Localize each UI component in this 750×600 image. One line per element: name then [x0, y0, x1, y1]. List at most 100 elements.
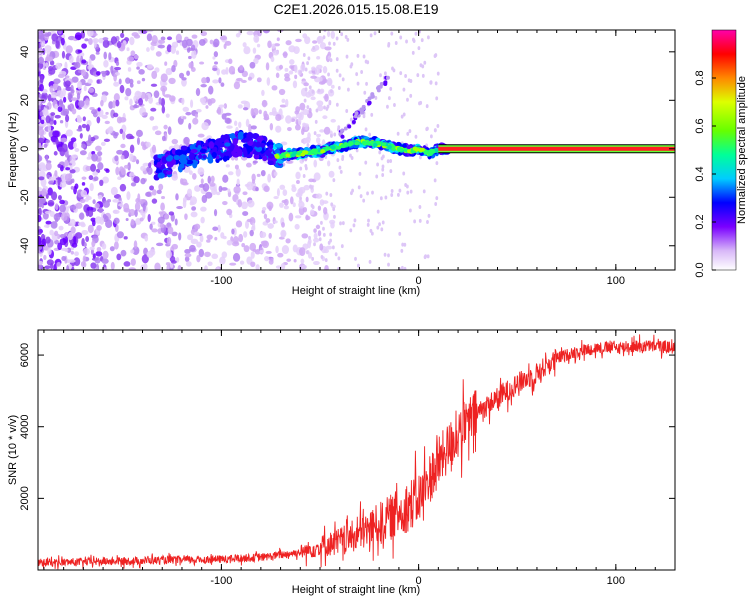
spectrogram-noise-dot [327, 79, 333, 86]
spectrogram-noise-dot [212, 67, 218, 71]
spectrogram-noise-dot [283, 198, 289, 206]
spectrogram-noise-dot [265, 62, 270, 71]
spectrogram-faint-dot [389, 158, 393, 163]
spectrogram-noise-dot [319, 243, 324, 251]
spectrogram-noise-dot [246, 218, 253, 223]
spectrogram-noise-dot [260, 240, 268, 245]
spectrogram-noise-dot [38, 235, 42, 245]
spectrogram-noise-dot [294, 124, 301, 131]
spectrogram-faint-dot [397, 192, 400, 197]
spectrogram-noise-dot [183, 136, 190, 145]
spectrogram-noise-dot [184, 248, 191, 254]
spectrogram-faint-dot [409, 79, 413, 84]
spectrogram-noise-dot [243, 245, 250, 253]
spectrogram-noise-dot [241, 201, 248, 210]
spectrogram-trace-dot [354, 141, 360, 146]
spectrogram-noise-dot [328, 170, 335, 178]
spectrogram-noise-dot [278, 64, 284, 70]
spectrogram-noise-dot [317, 205, 322, 211]
spectrogram-noise-dot [38, 123, 45, 127]
spectrogram-noise-dot [259, 249, 264, 254]
spectrogram-signal-dot [186, 159, 194, 165]
spectrogram-noise-dot [122, 131, 126, 140]
spectrogram-faint-dot [310, 203, 314, 208]
spectrogram-noise-dot [280, 263, 286, 270]
spectrogram-noise-dot [235, 168, 241, 177]
spectrogram-noise-dot [49, 211, 55, 217]
spectrogram-noise-dot [62, 87, 66, 97]
spectrogram-noise-dot [50, 191, 58, 201]
spectrogram-noise-dot [158, 183, 164, 191]
spectrogram-faint-dot [379, 73, 382, 78]
spectrogram-signal-dot [211, 151, 217, 159]
spectrogram-noise-dot [151, 70, 158, 80]
spectrogram-faint-dot [302, 53, 306, 58]
spectrogram-noise-dot [38, 30, 44, 40]
spectrogram-noise-dot [91, 153, 98, 162]
spectrogram-faint-dot [349, 64, 353, 69]
spectrogram-noise-dot [151, 221, 156, 225]
spectrogram-noise-dot [94, 202, 100, 209]
spectrogram-noise-dot [40, 119, 45, 125]
spectrogram-noise-dot [195, 108, 202, 113]
spectrogram-noise-dot [323, 126, 331, 135]
spectrogram-faint-dot [418, 218, 422, 223]
colorbar-axes: 0.0 0.2 0.4 0.6 0.8 [694, 70, 716, 278]
spectrogram-noise-dot [60, 110, 68, 116]
spectrogram-signal-dot [156, 161, 162, 168]
spectrogram-noise-dot [38, 162, 46, 171]
spectrogram-noise-dot [47, 125, 52, 133]
spectrogram-faint-dot [381, 167, 385, 172]
spectrogram-noise-dot [219, 256, 226, 265]
snr-marks [38, 334, 675, 570]
spectrogram-noise-dot [185, 261, 192, 267]
spectrogram-noise-dot [50, 112, 56, 116]
spectrogram-faint-dot [376, 162, 379, 167]
spectrogram-noise-dot [43, 143, 48, 148]
spectrogram-noise-dot [204, 265, 208, 270]
spectrogram-signal-dot [180, 145, 188, 151]
spectrogram-noise-dot [166, 36, 173, 41]
spectrogram-signal-dot [208, 141, 215, 149]
spectrogram-noise-dot [264, 255, 270, 262]
spectrogram-noise-dot [112, 209, 118, 214]
spectrogram-noise-dot [247, 76, 252, 81]
spectrogram-noise-dot [74, 183, 79, 190]
spectrogram-noise-dot [315, 137, 321, 144]
spectrogram-noise-dot [238, 233, 244, 243]
spectrogram-noise-dot [273, 220, 278, 224]
spectrogram-noise-dot [168, 211, 175, 216]
spectrogram-noise-dot [159, 223, 165, 229]
spectrogram-noise-dot [151, 198, 158, 204]
spectrogram-noise-dot [146, 250, 154, 258]
spectrogram-noise-dot [38, 176, 45, 181]
spectrogram-noise-dot [158, 211, 164, 215]
spectrogram-noise-dot [271, 107, 277, 115]
spectrogram-faint-dot [380, 227, 384, 232]
spectrogram-noise-dot [113, 73, 117, 82]
spectrogram-y-tick-label: -40 [19, 238, 31, 254]
spectrogram-noise-dot [120, 143, 126, 149]
spectrogram-noise-dot [283, 205, 289, 210]
spectrogram-noise-dot [65, 114, 70, 123]
spectrogram-noise-dot [38, 214, 42, 223]
spectrogram-trace-dot [280, 152, 286, 157]
spectrogram-faint-dot [355, 148, 359, 153]
spectrogram-noise-dot [182, 199, 187, 208]
spectrogram-noise-dot [57, 176, 61, 186]
spectrogram-faint-dot [363, 90, 367, 95]
spectrogram-faint-dot [349, 117, 353, 122]
spectrogram-noise-dot [262, 206, 267, 211]
spectrogram-noise-dot [71, 242, 78, 248]
spectrogram-noise-dot [275, 72, 280, 79]
spectrogram-noise-dot [211, 253, 219, 260]
spectrogram-noise-dot [279, 104, 287, 108]
spectrogram-signal-dot [267, 160, 274, 166]
spectrogram-noise-dot [169, 95, 176, 102]
spectrogram-faint-dot [366, 222, 370, 227]
spectrogram-noise-dot [70, 250, 74, 255]
spectrogram-noise-dot [248, 123, 252, 133]
spectrogram-noise-dot [224, 117, 231, 124]
spectrogram-noise-dot [125, 87, 132, 97]
spectrogram-noise-dot [313, 159, 318, 168]
